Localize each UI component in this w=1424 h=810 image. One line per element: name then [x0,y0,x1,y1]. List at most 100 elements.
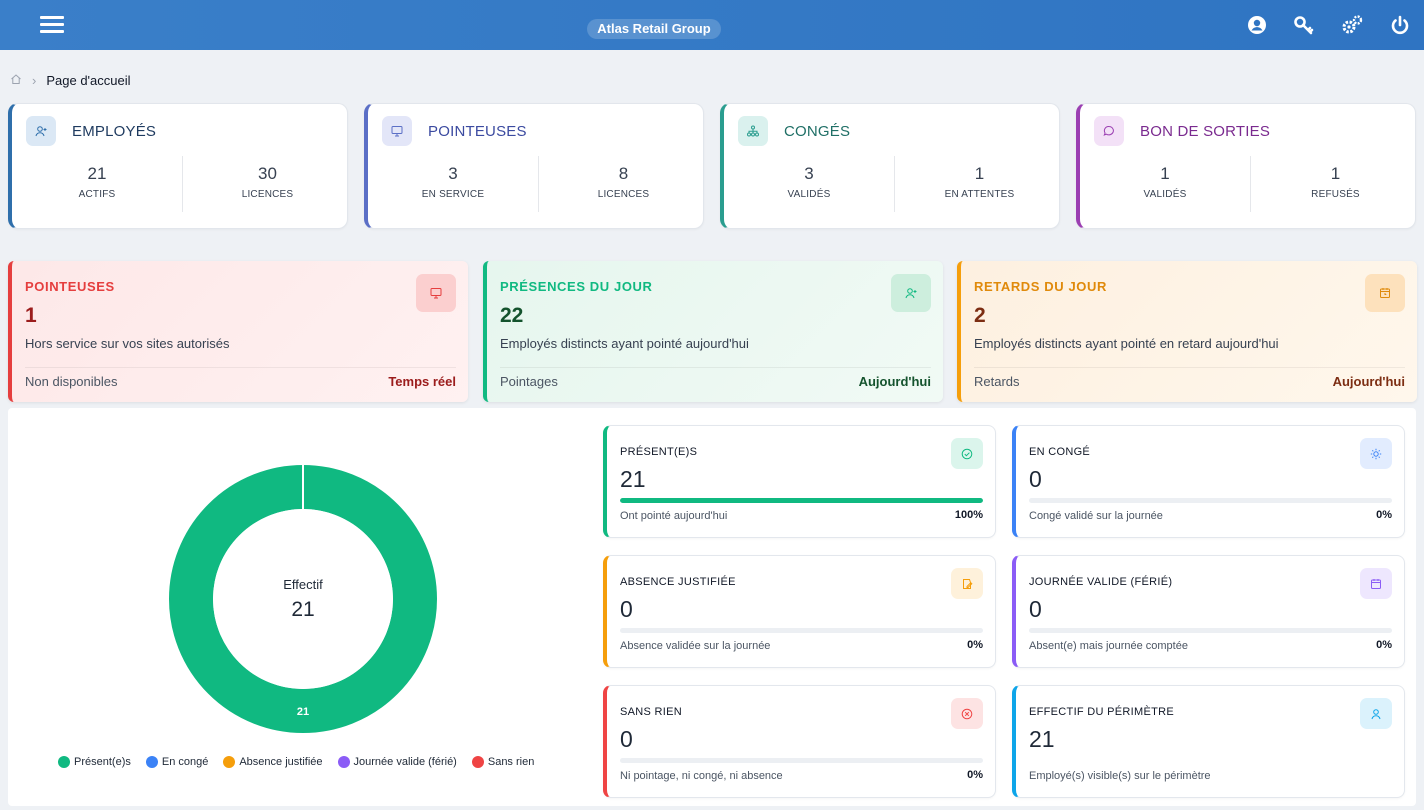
kpi-card-employes[interactable]: EMPLOYÉS 21 ACTIFS 30 LICENCES [8,103,348,229]
legend-swatch [471,756,484,768]
kpi-value: 3 [448,164,458,183]
monitor-icon [382,116,412,146]
stat-progress-bar [620,628,983,633]
gears-icon[interactable] [1340,13,1364,37]
company-brand[interactable]: Atlas Retail Group [587,19,721,39]
kpi-card-conges[interactable]: CONGÉS 3 VALIDÉS 1 EN ATTENTES [720,103,1060,229]
kpi-label: VALIDÉS [1143,189,1187,200]
breadcrumb-current: Page d'accueil [46,72,131,88]
stat-percent: 0% [967,639,983,651]
kpi-value: 8 [618,164,629,183]
stat-description: Congé validé sur la journée [1029,510,1163,522]
stat-value: 21 [1029,726,1055,752]
alert-card-retards[interactable]: RETARDS DU JOUR 2 Employés distincts aya… [957,261,1417,402]
user-plus-icon [26,116,56,146]
top-bar: Atlas Retail Group [0,0,1424,50]
kpi-label: ACTIFS [78,189,116,200]
alert-footer: Non disponibles Temps réel [25,367,456,395]
kpi-stat: 8 LICENCES [538,156,708,212]
kpi-value: 30 [258,164,277,183]
alert-footer-status: Aujourd'hui [858,374,931,389]
kpi-title: POINTEUSES [428,122,527,140]
legend-swatch [337,756,350,768]
stat-percent: 100% [954,509,983,521]
file-edit-icon [951,568,983,599]
stat-percent: 0% [1376,509,1392,521]
user-icon[interactable] [1245,13,1269,37]
check-circle-icon [951,438,983,469]
stat-description: Ont pointé aujourd'hui [620,510,728,522]
effectif-donut-chart: 21 [169,464,437,733]
menu-icon[interactable] [40,16,64,34]
stat-title: SANS RIEN [620,706,682,718]
key-icon[interactable] [1292,13,1316,37]
breadcrumb: › Page d'accueil [10,72,131,88]
stat-card-sans-rien[interactable]: SANS RIEN 0 Ni pointage, ni congé, ni abse… [603,685,996,798]
stat-percent: 0% [1376,639,1392,651]
legend-swatch [58,756,70,768]
legend-swatch [223,756,236,768]
calendar-icon [1360,568,1392,599]
legend-item[interactable]: Présent(e)s [58,756,131,768]
kpi-stat: 30 LICENCES [182,156,352,212]
stat-card-effectif-du-perimetre[interactable]: EFFECTIF DU PÉRIMÈTRE 21 Employé(s) visibl… [1012,685,1405,798]
kpi-stat: 1 EN ATTENTES [894,156,1064,212]
alert-value: 1 [25,304,37,327]
stat-percent: 0% [967,769,983,781]
legend-item[interactable]: Sans rien [471,756,534,768]
kpi-stat: 3 VALIDÉS [724,156,894,212]
alert-card-pointeuses[interactable]: POINTEUSES 1 Hors service sur vos sites … [8,261,468,402]
alert-footer-status: Temps réel [388,374,456,389]
kpi-label: VALIDÉS [787,189,831,200]
kpi-title: EMPLOYÉS [72,122,157,140]
stat-title: JOURNÉE VALIDE (FÉRIÉ) [1029,576,1173,588]
alert-description: Employés distincts ayant pointé aujourd'… [500,336,749,351]
donut-center-label: Effectif [283,577,323,592]
kpi-card-pointeuses[interactable]: POINTEUSES 3 EN SERVICE 8 LICENCES [364,103,704,229]
alert-value: 2 [974,304,986,327]
kpi-value: 21 [87,164,107,183]
stat-title: EFFECTIF DU PÉRIMÈTRE [1029,706,1175,718]
legend-item[interactable]: Absence justifiée [223,756,323,768]
kpi-label: LICENCES [241,189,294,200]
kpi-label: EN SERVICE [421,189,485,200]
alert-footer: Retards Aujourd'hui [974,367,1405,395]
stat-card-journee-valide-ferie[interactable]: JOURNÉE VALIDE (FÉRIÉ) 0 Absent(e) mais jo… [1012,555,1405,668]
home-icon[interactable] [10,73,22,88]
stat-progress-fill [620,498,983,503]
alert-card-presences[interactable]: PRÉSENCES DU JOUR 22 Employés distincts … [483,261,943,402]
donut-slice-label: 21 [297,706,309,718]
alert-footer: Pointages Aujourd'hui [500,367,931,395]
legend-item[interactable]: Journée valide (férié) [337,756,457,768]
legend-label: En congé [161,756,209,768]
kpi-title: CONGÉS [784,122,851,140]
legend-label: Journée valide (férié) [353,756,457,768]
stat-description: Employé(s) visible(s) sur le périmètre [1029,770,1211,782]
kpi-title: BON DE SORTIES [1140,122,1271,140]
stat-description: Absent(e) mais journée comptée [1029,640,1188,652]
sun-icon [1360,438,1392,469]
alert-value: 22 [500,304,524,327]
kpi-label: REFUSÉS [1311,189,1360,200]
alert-description: Employés distincts ayant pointé en retar… [974,336,1279,351]
alert-description: Hors service sur vos sites autorisés [25,336,230,351]
stat-card-present-e-s[interactable]: PRÉSENT(E)S 21 Ont pointé aujourd'hui 100% [603,425,996,538]
kpi-value: 1 [1160,164,1170,183]
monitor-icon [416,274,456,312]
stat-progress-bar [620,498,983,503]
alert-footer-label: Non disponibles [25,374,118,389]
chevron-right-icon: › [32,72,37,88]
power-icon[interactable] [1388,13,1412,37]
stat-progress-bar [620,758,983,763]
kpi-card-bon-de-sorties[interactable]: BON DE SORTIES 1 VALIDÉS 1 REFUSÉS [1076,103,1416,229]
kpi-label: EN ATTENTES [944,189,1015,200]
legend-item[interactable]: En congé [145,756,209,768]
stat-value: 0 [620,596,633,622]
stat-card-en-conge[interactable]: EN CONGÉ 0 Congé validé sur la journée 0% [1012,425,1405,538]
stat-card-absence-justifiee[interactable]: ABSENCE JUSTIFIÉE 0 Absence validée sur la… [603,555,996,668]
x-circle-icon [951,698,983,729]
legend-label: Présent(e)s [74,756,131,768]
legend-label: Absence justifiée [239,756,323,768]
alert-footer-label: Pointages [500,374,558,389]
stat-title: ABSENCE JUSTIFIÉE [620,576,736,588]
